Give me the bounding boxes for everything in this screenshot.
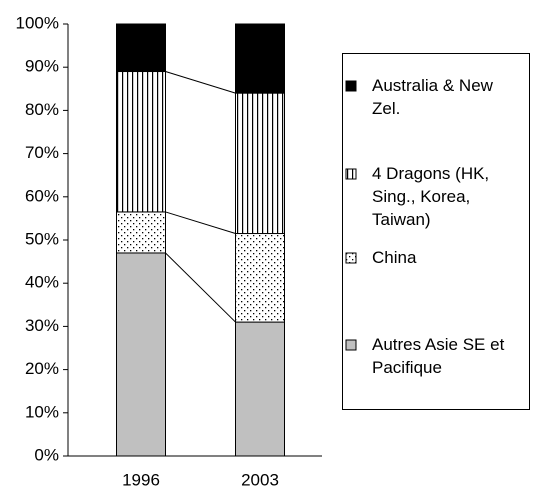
legend-label: China: [372, 248, 417, 267]
y-tick-label: 60%: [25, 186, 59, 205]
bar-segment: [116, 252, 166, 457]
legend-swatch-rect: [345, 80, 357, 92]
y-tick-label: 30%: [25, 316, 59, 335]
y-tick-label: 80%: [25, 100, 59, 119]
y-tick-label: 0%: [34, 445, 59, 464]
legend-swatch-rect: [345, 168, 357, 180]
legend-label: 4 Dragons (HK, Sing., Korea, Taiwan): [372, 164, 490, 229]
bar-segment: [235, 23, 285, 94]
y-tick-label: 40%: [25, 273, 59, 292]
legend-item: Australia & New Zel.: [345, 74, 525, 120]
y-tick-label: 10%: [25, 402, 59, 421]
series-line: [165, 211, 236, 234]
legend-swatch: [345, 339, 357, 351]
legend-label: Australia & New Zel.: [372, 76, 493, 118]
y-tick-label: 50%: [25, 229, 59, 248]
y-tick-label: 90%: [25, 57, 59, 76]
legend-label: Autres Asie SE et Pacifique: [372, 335, 505, 377]
legend-item: 4 Dragons (HK, Sing., Korea, Taiwan): [345, 162, 525, 231]
legend-swatch: [345, 168, 357, 180]
legend-item: China: [345, 246, 525, 269]
bar-segment: [235, 92, 285, 235]
legend: Australia & New Zel. 4 Dragons (HK, Sing.…: [342, 53, 530, 410]
bar-segment: [116, 71, 166, 213]
legend-swatch: [345, 252, 357, 264]
legend-swatch-rect: [345, 339, 357, 351]
x-tick-label: 1996: [122, 470, 160, 489]
y-tick-label: 70%: [25, 143, 59, 162]
bar-segment: [116, 23, 166, 73]
bar-segment: [235, 233, 285, 323]
series-line: [165, 252, 236, 323]
bar-segment: [235, 321, 285, 457]
bar-segment: [116, 211, 166, 254]
legend-item: Autres Asie SE et Pacifique: [345, 333, 525, 379]
legend-swatch: [345, 80, 357, 92]
y-tick-label: 20%: [25, 359, 59, 378]
y-tick-label: 100%: [16, 13, 59, 32]
x-tick-label: 2003: [241, 470, 279, 489]
series-line: [165, 71, 236, 94]
legend-swatch-rect: [345, 252, 357, 264]
